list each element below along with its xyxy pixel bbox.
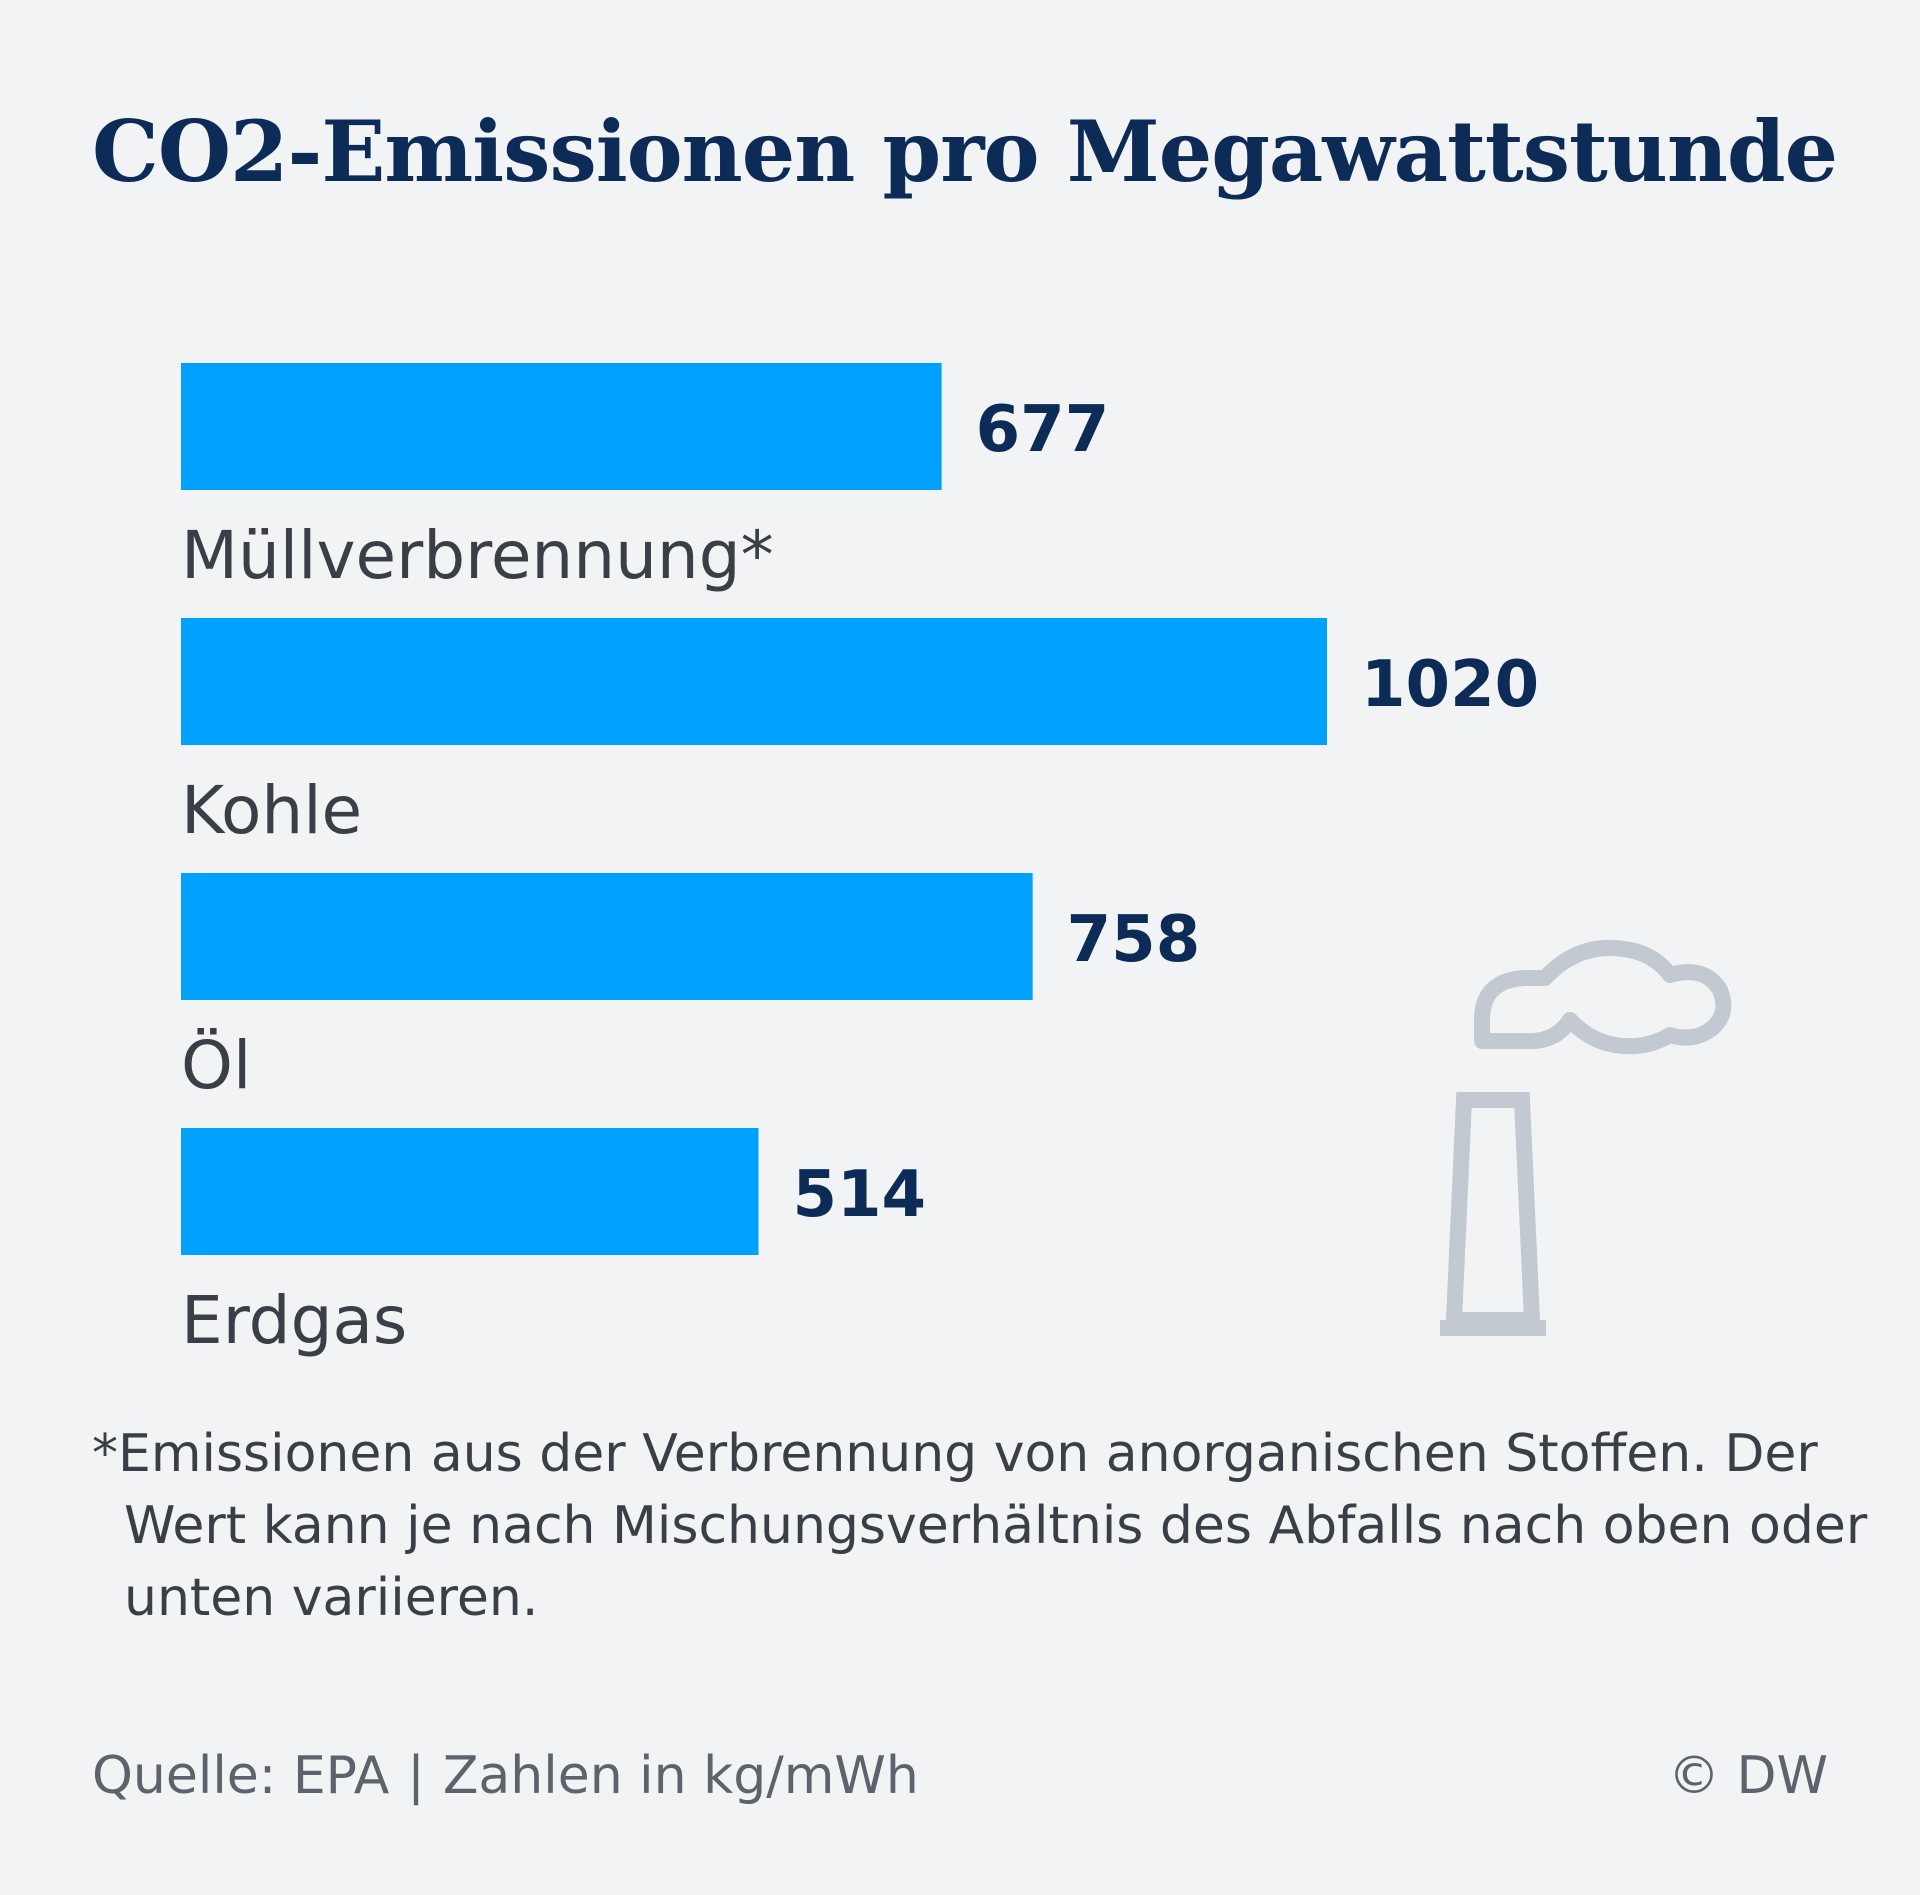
footer-separator: | [407,1746,425,1806]
bar-1 [181,363,942,490]
factory-chimney-smoke-icon [1440,939,1732,1336]
bar-value-label-4: 514 [792,1158,926,1232]
chart-title: CO2-Emissionen pro Megawattstunde [92,102,1838,201]
category-label-4: Erdgas [181,1282,407,1359]
bar-value-label-1: 677 [976,393,1110,467]
category-label-2: Kohle [181,772,362,849]
bar-3 [181,873,1033,1000]
bar-chart: 677 Müllverbrennung* 1020 Kohle 758 Öl 514 Erdg… [181,363,1539,1359]
footnote: *Emissionen aus der Verbrennung von anor… [92,1424,1868,1628]
units-text: Zahlen in kg/mWh [442,1746,919,1806]
bar-value-label-2: 1020 [1361,648,1539,722]
bar-4 [181,1128,759,1255]
credit-dw: © DW [1668,1746,1828,1806]
source-line: Quelle: EPA | Zahlen in kg/mWh [92,1740,919,1812]
bar-value-label-3: 758 [1067,903,1201,977]
category-label-3: Öl [181,1027,251,1104]
category-label-1: Müllverbrennung* [181,517,774,594]
source-text: Quelle: EPA [92,1746,390,1806]
bar-2 [181,618,1327,745]
